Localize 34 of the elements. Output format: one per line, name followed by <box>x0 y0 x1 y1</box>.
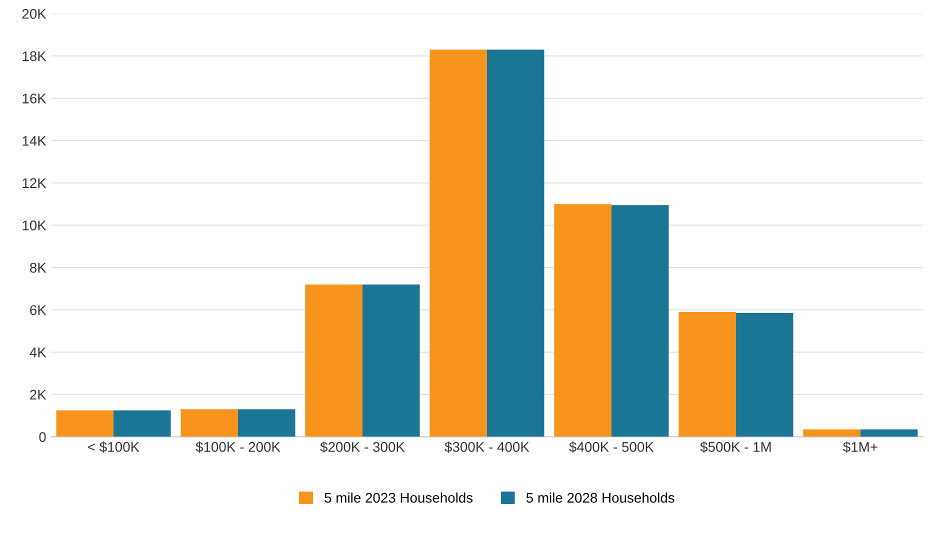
x-tick-label: $500K - 1M <box>700 441 771 453</box>
y-tick-label: 18K <box>22 51 46 62</box>
x-tick-label: $200K - 300K <box>320 441 405 453</box>
y-tick-label: 16K <box>22 94 46 104</box>
legend-label: 5 mile 2028 Households <box>526 492 674 503</box>
x-tick-label: $1M+ <box>843 441 878 453</box>
y-tick-label: 2K <box>30 390 46 400</box>
bar <box>803 429 860 437</box>
y-tick-label: 10K <box>22 220 46 230</box>
y-tick-label: 14K <box>22 136 46 146</box>
bar <box>678 312 736 437</box>
bar <box>362 284 420 437</box>
y-tick-label: 6K <box>30 305 46 316</box>
bar <box>554 204 612 437</box>
x-tick-label: $100K - 200K <box>196 441 280 453</box>
bar <box>736 313 794 437</box>
y-tick-label: 4K <box>30 348 46 358</box>
y-tick-label: 8K <box>30 262 46 273</box>
x-tick-label: $300K - 400K <box>444 441 530 453</box>
bar <box>430 50 487 437</box>
legend-label: 5 mile 2023 Households <box>324 492 473 503</box>
y-tick-label: 0 <box>39 432 46 442</box>
bar <box>238 409 296 437</box>
bar <box>486 50 544 437</box>
bar <box>114 410 171 437</box>
bar <box>56 410 114 437</box>
x-tick-label: $400K - 500K <box>569 441 654 453</box>
bar <box>860 429 918 437</box>
bar <box>305 284 362 437</box>
x-tick-label: < $100K <box>88 441 140 453</box>
bar <box>611 205 669 437</box>
y-tick-label: 12K <box>22 178 46 188</box>
y-tick-label: 20K <box>22 8 46 19</box>
bar <box>180 409 238 437</box>
